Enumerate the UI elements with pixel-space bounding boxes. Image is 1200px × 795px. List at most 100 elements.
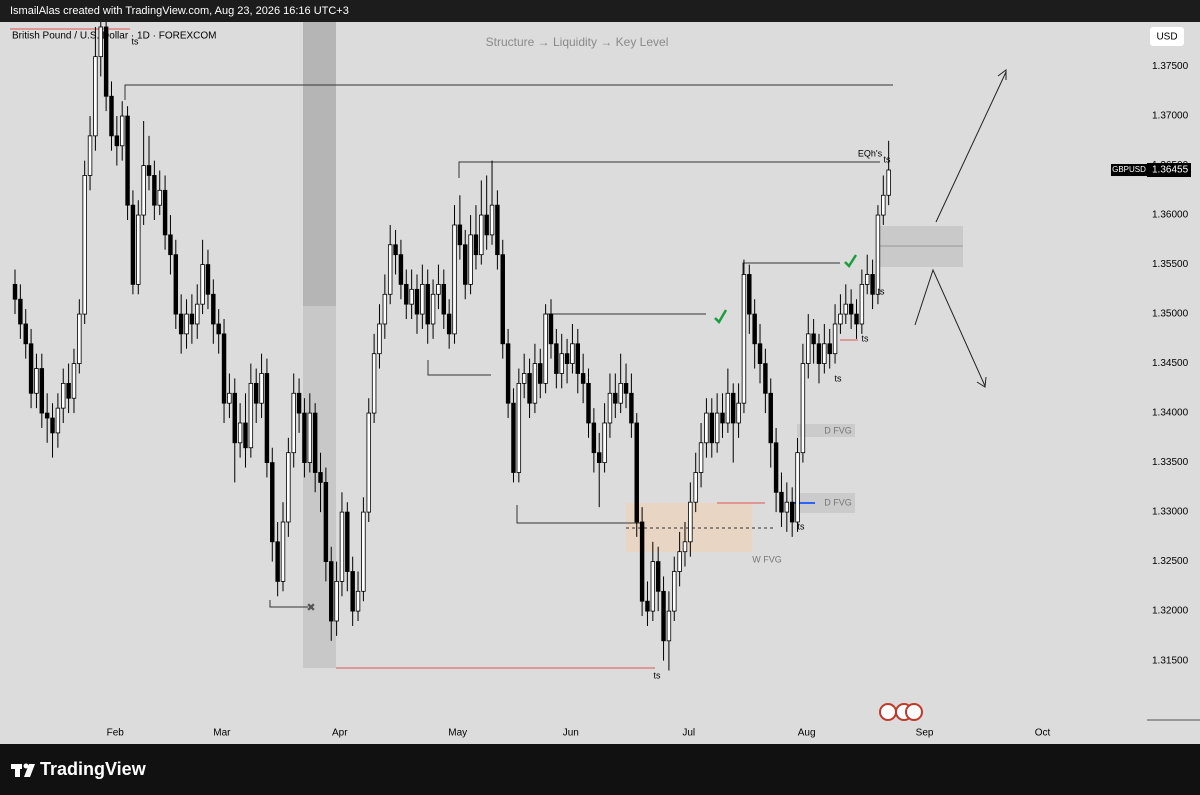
candle-body (757, 343, 763, 364)
candles (12, 22, 891, 671)
candle-body (28, 343, 34, 394)
candle-body (645, 600, 650, 612)
candle-body (109, 95, 114, 137)
tv-logo (11, 763, 35, 777)
y-tick-label: 1.34500 (1152, 358, 1189, 369)
candle-body (23, 323, 28, 345)
candle-body (195, 303, 200, 325)
candle-body (146, 165, 152, 176)
candle-body (436, 283, 441, 295)
candle-body (253, 382, 259, 404)
y-tick-label: 1.34000 (1152, 408, 1189, 419)
x-tick-label: May (448, 728, 467, 739)
arrow (935, 71, 1007, 223)
candle-body (82, 175, 87, 315)
check-mark (844, 254, 858, 268)
range-shade (303, 22, 336, 306)
candle-body (816, 343, 822, 364)
symbol-tag: GBPUSD (1112, 165, 1146, 174)
x-tick-label: Mar (213, 728, 231, 739)
arrow-head (997, 69, 1007, 80)
top-bar (0, 0, 1200, 22)
candle-body (280, 521, 286, 582)
candle-body (50, 417, 55, 434)
currency-button[interactable] (1150, 27, 1184, 46)
candle-body (409, 288, 414, 305)
candle-body (827, 343, 832, 355)
candle-body (666, 610, 672, 642)
candle-body (575, 343, 581, 374)
eqh-line (458, 161, 880, 178)
annotation: D FVG (824, 425, 852, 435)
candle-body (875, 214, 881, 295)
symbol-tag-bg (1111, 164, 1147, 177)
candle-body (345, 511, 350, 572)
level-line (427, 360, 491, 376)
annotation: EQh's (858, 148, 883, 158)
candle-body (318, 472, 323, 483)
level-line (516, 505, 640, 524)
candle-body (495, 204, 500, 256)
level-line (269, 600, 308, 608)
candle-body (232, 392, 237, 444)
candle-body (71, 363, 77, 399)
candle-body (768, 392, 773, 444)
candle-body (511, 402, 516, 473)
candle-body (773, 442, 779, 493)
candle-body (682, 541, 688, 553)
y-tick-label: 1.35000 (1152, 309, 1189, 320)
d-fvg-box (797, 424, 855, 437)
candle-body (720, 412, 725, 424)
y-tick-label: 1.37500 (1152, 61, 1189, 72)
overlay: 1.31500 1.32000 1.32500 1.33000 1.33500 1.340… (107, 61, 1191, 739)
candle-body (34, 368, 39, 394)
currency-label[interactable]: USD (1156, 32, 1177, 43)
candle-body (61, 382, 66, 409)
annotation: ts (131, 36, 139, 46)
candle-body (763, 363, 768, 394)
candle-body (634, 422, 639, 523)
candle-body (114, 135, 120, 147)
watermark: IsmailAlas created with TradingView.com,… (10, 5, 349, 17)
candle-body (623, 382, 629, 394)
annotation: ts (861, 333, 869, 343)
candle-body (152, 175, 157, 206)
candle-body (580, 373, 586, 384)
candle-body (725, 392, 731, 424)
candle-body (39, 368, 45, 414)
candle-body (538, 363, 543, 384)
candle-body (339, 511, 345, 582)
candle-body (516, 382, 522, 473)
candle-body (505, 343, 511, 404)
candle-body (500, 254, 505, 345)
candle-body (677, 551, 682, 572)
candle-body (881, 194, 886, 216)
x-tick-label: Oct (1035, 728, 1051, 739)
candle-body (618, 382, 623, 404)
candle-body (602, 422, 607, 463)
candle-body (98, 26, 103, 58)
candle-body (672, 571, 677, 612)
candle-body (784, 501, 790, 513)
candle-body (597, 452, 602, 463)
candle-body (521, 373, 527, 384)
candle-body (457, 224, 463, 246)
subtitle: Structure → Liquidity → Key Level (486, 35, 669, 49)
annotation: ts (877, 286, 885, 296)
candle-body (886, 169, 891, 196)
candle-body (259, 373, 264, 404)
candle-body (125, 115, 130, 206)
level-line (124, 84, 893, 100)
candle-body (709, 412, 715, 444)
last-price: 1.36455 (1152, 165, 1189, 176)
candle-body (350, 571, 355, 612)
candle-body (377, 323, 382, 355)
candle-body (425, 283, 430, 325)
candle-body (806, 333, 811, 364)
candle-body (468, 234, 473, 285)
candle-body (736, 402, 741, 424)
candle-body (779, 491, 784, 513)
candle-body (564, 353, 570, 364)
candle-body (18, 298, 23, 325)
